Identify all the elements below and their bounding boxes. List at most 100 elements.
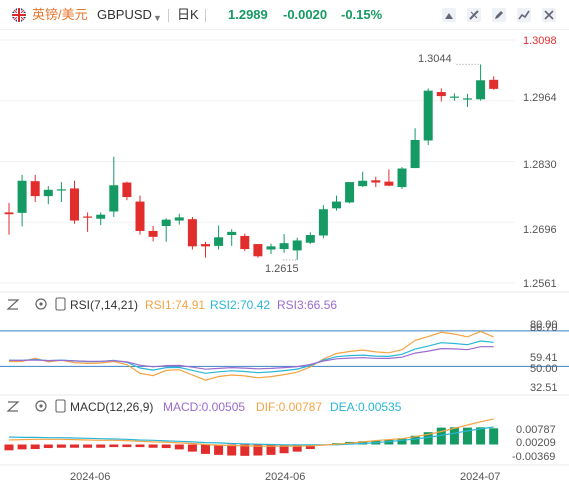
draw-icon[interactable]: [465, 6, 483, 24]
price-change: -0.0020: [283, 7, 328, 22]
macd-tick: -0.00369: [512, 451, 555, 463]
indicator-toggle-icon[interactable]: [55, 399, 66, 413]
dif-value: DIF:0.00787: [256, 400, 322, 414]
price-tick: 1.3098: [523, 35, 557, 47]
price-tick: 1.2696: [523, 224, 557, 236]
candle-body: [384, 181, 394, 186]
macd-bar: [4, 444, 14, 451]
macd-bar: [410, 435, 420, 445]
rsi-tick: 80.00: [530, 319, 558, 331]
candle-body: [148, 230, 158, 237]
rsi2-value: RSI2:70.42: [210, 298, 270, 312]
macd-bar: [476, 427, 486, 445]
macd-bar: [30, 444, 40, 450]
candle-body: [463, 98, 472, 100]
candle-body: [201, 244, 210, 247]
candle-body: [423, 90, 433, 141]
visibility-icon[interactable]: [6, 401, 20, 412]
crosshair-icon[interactable]: [440, 6, 458, 24]
candle-body: [358, 180, 368, 187]
candle-body: [345, 182, 355, 203]
candle-body: [17, 180, 27, 213]
macd-bar: [122, 444, 132, 448]
macd-bar: [187, 444, 197, 452]
candle-body: [371, 180, 381, 183]
candle-body: [214, 237, 224, 246]
candle-body: [227, 231, 237, 236]
symbol-dropdown-icon[interactable]: ▼: [153, 13, 162, 23]
candle-body: [410, 140, 420, 169]
candle-body: [30, 181, 40, 197]
macd-bar: [305, 444, 315, 450]
rsi-header: RSI(7,14,21) RSI1:74.91 RSI2:70.42 RSI3:…: [6, 297, 337, 312]
rsi-tick: 50.00: [530, 363, 558, 375]
x-axis-label: 2024-07: [460, 471, 500, 483]
settings-icon[interactable]: [35, 400, 47, 412]
candle-body: [135, 201, 145, 231]
rsi-tick: 86.70: [530, 322, 558, 334]
chart-header: 英镑/美元 GBPUSD ▼ 日K 1.2989 -0.0020 -0.15%: [0, 0, 569, 30]
candle-body: [292, 240, 302, 251]
macd-bar: [292, 444, 302, 452]
dif-line: [8, 418, 494, 447]
macd-bar: [148, 444, 158, 448]
macd-bar: [56, 444, 66, 448]
pen-icon[interactable]: [490, 6, 508, 24]
dea-line: [8, 426, 494, 446]
rsi-tick: 32.51: [530, 382, 558, 394]
visibility-icon[interactable]: [6, 299, 20, 310]
candle-body: [279, 243, 289, 250]
macd-bar: [449, 427, 459, 445]
macd-bar: [161, 444, 171, 449]
chart-type-icon[interactable]: [515, 6, 533, 24]
x-axis-label: 2024-06: [265, 471, 305, 483]
macd-bar: [384, 439, 394, 445]
macd-bar: [436, 427, 446, 445]
symbol-cn[interactable]: 英镑/美元: [32, 7, 88, 22]
macd-bar: [253, 444, 263, 456]
candle-body: [161, 219, 171, 226]
symbol-code[interactable]: GBPUSD: [97, 7, 152, 22]
macd-label: MACD(12,26,9): [70, 400, 153, 414]
candle-body: [266, 246, 276, 250]
candle-body: [174, 217, 184, 221]
settings-icon[interactable]: [35, 298, 47, 310]
candle-body: [70, 188, 79, 221]
candle-body: [476, 80, 486, 100]
candle-body: [109, 185, 119, 212]
candle-body: [240, 235, 250, 250]
macd-bar: [17, 444, 27, 450]
macd-bar: [135, 444, 145, 448]
candle-body: [305, 235, 315, 243]
rsi-line-rsi3: [9, 346, 494, 370]
macd-bar: [70, 444, 79, 448]
rsi-tick: 59.41: [530, 352, 558, 364]
macd-bar: [43, 444, 53, 449]
candle-body: [4, 212, 14, 215]
high-annotation: 1.3044: [418, 53, 452, 65]
candle-body: [332, 201, 341, 209]
macd-bar: [96, 444, 106, 448]
macd-bar: [214, 444, 224, 455]
fullscreen-icon[interactable]: [540, 6, 558, 24]
x-axis-label: 2024-06: [70, 471, 110, 483]
candle-body: [83, 216, 93, 218]
candle-body: [436, 92, 446, 97]
price-tick: 1.2561: [523, 278, 557, 290]
candle-body: [56, 189, 66, 191]
candle-body: [122, 182, 132, 198]
indicator-toggle-icon[interactable]: [55, 297, 66, 311]
macd-bar: [266, 444, 276, 455]
macd-bar: [109, 444, 119, 448]
candle-body: [397, 168, 407, 188]
macd-bar: [358, 441, 368, 445]
macd-header: MACD(12,26,9) MACD:0.00505 DIF:0.00787 D…: [6, 399, 402, 414]
candle-body: [449, 96, 459, 98]
rsi1-value: RSI1:74.91: [145, 298, 205, 312]
price-tick: 1.2964: [523, 92, 557, 104]
candle-body: [187, 219, 197, 247]
period-label[interactable]: 日K: [177, 7, 199, 22]
macd-bar: [423, 432, 433, 445]
last-price: 1.2989: [228, 7, 268, 22]
